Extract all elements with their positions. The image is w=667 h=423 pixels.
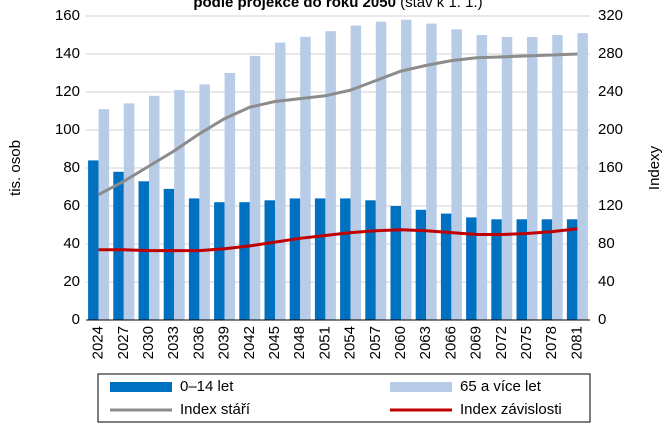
bar — [289, 198, 301, 320]
y2-tick-label: 240 — [598, 83, 623, 100]
x-tick-label: 2042 — [241, 326, 258, 359]
bar — [113, 171, 124, 320]
bar — [375, 21, 387, 320]
x-tick-label: 2033 — [165, 326, 182, 359]
bar — [188, 198, 200, 320]
y2-axis-label: Indexy — [646, 145, 663, 190]
y2-tick-label: 80 — [598, 235, 615, 252]
bar — [214, 202, 225, 320]
y-tick-label: 20 — [63, 273, 80, 290]
legend-label: Index stáří — [180, 401, 251, 418]
y-tick-label: 60 — [63, 197, 80, 214]
x-tick-label: 2048 — [291, 326, 308, 359]
bar — [415, 209, 427, 320]
bar — [440, 213, 452, 320]
y2-tick-label: 160 — [598, 159, 623, 176]
x-tick-label: 2078 — [543, 326, 560, 359]
x-tick-label: 2045 — [266, 326, 283, 359]
bar — [149, 95, 160, 320]
title: podle projekce do roku 2050 — [193, 0, 396, 11]
y2-tick-label: 200 — [598, 121, 623, 138]
y-tick-label: 160 — [55, 7, 80, 24]
bar — [516, 219, 527, 320]
y2-tick-label: 280 — [598, 45, 623, 62]
bar — [88, 160, 99, 320]
bar — [249, 55, 261, 321]
x-tick-label: 2060 — [392, 326, 409, 359]
legend-swatch — [110, 382, 172, 392]
line — [97, 52, 578, 196]
x-tick-label: 2063 — [417, 326, 434, 359]
legend-label: 65 a více let — [460, 378, 542, 395]
x-tick-label: 2039 — [216, 326, 233, 359]
x-tick-label: 2051 — [316, 326, 333, 359]
bar — [466, 217, 477, 320]
x-tick-label: 2081 — [568, 326, 585, 359]
bar — [476, 35, 488, 320]
bar — [264, 200, 275, 320]
bar — [163, 188, 175, 320]
bar — [501, 36, 513, 321]
bar — [365, 200, 376, 320]
x-tick-label: 2036 — [190, 326, 207, 359]
chart-title: podle projekce do roku 2050 (stav k 1. 1… — [193, 0, 482, 11]
x-tick-label: 2024 — [90, 326, 107, 359]
bar — [224, 73, 236, 320]
bar — [491, 219, 502, 320]
bar — [541, 219, 553, 320]
y-tick-label: 0 — [72, 311, 80, 328]
legend-swatch — [390, 382, 452, 392]
x-tick-label: 2027 — [115, 326, 132, 359]
x-tick-label: 2054 — [342, 326, 359, 359]
bar — [325, 31, 336, 320]
y2-tick-label: 40 — [598, 273, 615, 290]
bar — [300, 36, 311, 321]
subtitle: (stav k 1. 1.) — [400, 0, 483, 11]
y2-tick-label: 320 — [598, 7, 623, 24]
x-tick-label: 2069 — [468, 326, 485, 359]
y-tick-label: 120 — [55, 83, 80, 100]
bar — [239, 202, 250, 320]
bar — [390, 206, 401, 320]
line — [98, 227, 578, 253]
legend-box — [97, 373, 591, 423]
bar — [123, 103, 135, 321]
bar — [527, 36, 538, 321]
x-tick-label: 2072 — [493, 326, 510, 359]
bar — [552, 35, 563, 320]
x-tick-label: 2057 — [367, 326, 384, 359]
bar — [426, 23, 437, 320]
y-axis-label: tis. osob — [7, 140, 24, 196]
legend-label: 0–14 let — [180, 378, 234, 395]
bar — [401, 19, 412, 321]
x-tick-label: 2066 — [442, 326, 459, 359]
x-tick-label: 2075 — [518, 326, 535, 359]
bar — [451, 29, 462, 321]
bar — [174, 90, 185, 320]
bar — [98, 109, 110, 320]
legend-label: Index závislosti — [460, 401, 562, 418]
bar — [199, 84, 210, 321]
y2-tick-label: 0 — [598, 311, 606, 328]
bar — [350, 25, 362, 320]
bar — [314, 198, 326, 320]
bar — [340, 198, 351, 320]
bar — [566, 219, 578, 320]
bar — [577, 33, 588, 320]
y-tick-label: 80 — [63, 159, 80, 176]
y-tick-label: 140 — [55, 45, 80, 62]
x-tick-label: 2030 — [140, 326, 157, 359]
y2-tick-label: 120 — [598, 197, 623, 214]
y-tick-label: 40 — [63, 235, 80, 252]
bar — [275, 42, 286, 320]
y-tick-label: 100 — [55, 121, 80, 138]
